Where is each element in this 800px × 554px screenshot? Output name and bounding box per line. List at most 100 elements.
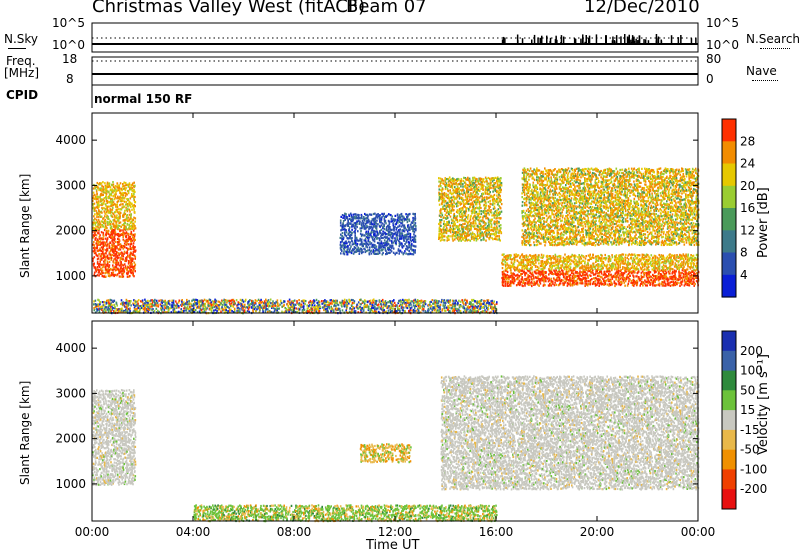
heatmap-cell bbox=[348, 222, 350, 225]
heatmap-cell bbox=[469, 195, 471, 199]
heatmap-cell bbox=[104, 182, 106, 185]
heatmap-cell bbox=[468, 208, 470, 211]
heatmap-cell bbox=[530, 257, 532, 260]
heatmap-cell bbox=[453, 238, 456, 241]
heatmap-cell bbox=[493, 182, 496, 185]
heatmap-cell bbox=[108, 221, 110, 224]
heatmap-cell bbox=[542, 254, 545, 257]
heatmap-cell bbox=[113, 216, 116, 219]
heatmap-cell bbox=[100, 203, 102, 206]
heatmap-cell bbox=[461, 234, 463, 237]
heatmap-cell bbox=[533, 277, 535, 280]
heatmap-cell bbox=[472, 205, 475, 208]
heatmap-cell bbox=[485, 239, 487, 242]
heatmap-cell bbox=[445, 211, 448, 214]
heatmap-cell bbox=[540, 265, 543, 268]
heatmap-cell bbox=[446, 222, 449, 226]
heatmap-cell bbox=[652, 269, 655, 272]
heatmap-cell bbox=[379, 237, 381, 240]
heatmap-cell bbox=[563, 282, 565, 285]
heatmap-cell bbox=[440, 228, 442, 231]
heatmap-cell bbox=[388, 246, 391, 249]
heatmap-cell bbox=[116, 247, 118, 250]
heatmap-cell bbox=[359, 237, 361, 240]
heatmap-cell bbox=[650, 265, 653, 268]
heatmap-cell bbox=[504, 282, 507, 285]
heatmap-cell bbox=[103, 225, 105, 228]
beam-label: Beam 07 bbox=[346, 0, 427, 17]
heatmap-cell bbox=[631, 265, 633, 268]
heatmap-cell bbox=[132, 272, 134, 275]
heatmap-cell bbox=[116, 245, 118, 248]
heatmap-cell bbox=[348, 217, 351, 221]
heatmap-cell bbox=[343, 250, 345, 253]
heatmap-cell bbox=[589, 253, 591, 256]
heatmap-cell bbox=[495, 225, 498, 228]
heatmap-cell bbox=[644, 265, 646, 268]
heatmap-cell bbox=[639, 266, 642, 269]
heatmap-cell bbox=[127, 270, 130, 273]
heatmap-cell bbox=[578, 258, 581, 261]
heatmap-cell bbox=[636, 266, 638, 269]
heatmap-cell bbox=[565, 273, 567, 276]
heatmap-cell bbox=[615, 260, 618, 263]
heatmap-cell bbox=[402, 245, 405, 248]
heatmap-cell bbox=[565, 276, 568, 279]
heatmap-cell bbox=[521, 235, 523, 238]
heatmap-cell bbox=[352, 249, 354, 252]
heatmap-cell bbox=[478, 220, 481, 223]
heatmap-cell bbox=[117, 226, 119, 229]
heatmap-cell bbox=[127, 255, 129, 258]
heatmap-cell bbox=[641, 255, 644, 258]
heatmap-cell bbox=[628, 253, 631, 256]
heatmap-cell bbox=[619, 256, 621, 259]
heatmap-cell bbox=[633, 258, 636, 262]
heatmap-cell bbox=[438, 236, 441, 239]
heatmap-cell bbox=[364, 223, 367, 226]
heatmap-cell bbox=[657, 267, 659, 270]
heatmap-cell bbox=[493, 198, 496, 201]
heatmap-cell bbox=[491, 214, 493, 217]
heatmap-cell bbox=[513, 260, 516, 263]
heatmap-cell bbox=[103, 228, 106, 232]
heatmap-cell bbox=[356, 216, 358, 219]
heatmap-cell bbox=[129, 261, 131, 264]
heatmap-cell bbox=[491, 203, 494, 206]
heatmap-cell bbox=[119, 208, 121, 211]
heatmap-cell bbox=[376, 219, 378, 222]
heatmap-cell bbox=[123, 205, 125, 208]
heatmap-cell bbox=[509, 266, 511, 269]
heatmap-cell bbox=[340, 252, 342, 255]
heatmap-cell bbox=[441, 238, 443, 241]
heatmap-cell bbox=[124, 243, 127, 246]
heatmap-cell bbox=[673, 265, 676, 268]
heatmap-cell bbox=[647, 272, 649, 275]
heatmap-cell bbox=[553, 278, 556, 281]
heatmap-cell bbox=[647, 265, 650, 269]
heatmap-cell bbox=[586, 272, 588, 275]
heatmap-cell bbox=[442, 199, 445, 202]
heatmap-cell bbox=[471, 203, 473, 206]
heatmap-cell bbox=[101, 253, 104, 256]
heatmap-cell bbox=[116, 217, 119, 220]
heatmap-cell bbox=[597, 263, 599, 266]
heatmap-cell bbox=[379, 214, 382, 217]
heatmap-cell bbox=[667, 278, 670, 281]
heatmap-cell bbox=[344, 244, 347, 247]
heatmap-cell bbox=[381, 222, 384, 225]
heatmap-cell bbox=[122, 234, 125, 237]
heatmap-cell bbox=[452, 195, 455, 198]
heatmap-cell bbox=[116, 182, 119, 185]
heatmap-cell bbox=[557, 276, 559, 279]
heatmap-cell bbox=[488, 196, 491, 199]
heatmap-cell bbox=[493, 237, 496, 240]
heatmap-cell bbox=[531, 284, 533, 288]
heatmap-cell bbox=[499, 200, 502, 204]
heatmap-cell bbox=[679, 266, 681, 269]
heatmap-cell bbox=[116, 205, 119, 208]
heatmap-cell bbox=[459, 181, 462, 184]
heatmap-cell bbox=[460, 233, 462, 236]
heatmap-cell bbox=[629, 278, 631, 281]
heatmap-cell bbox=[467, 227, 469, 230]
heatmap-cell bbox=[550, 261, 553, 264]
